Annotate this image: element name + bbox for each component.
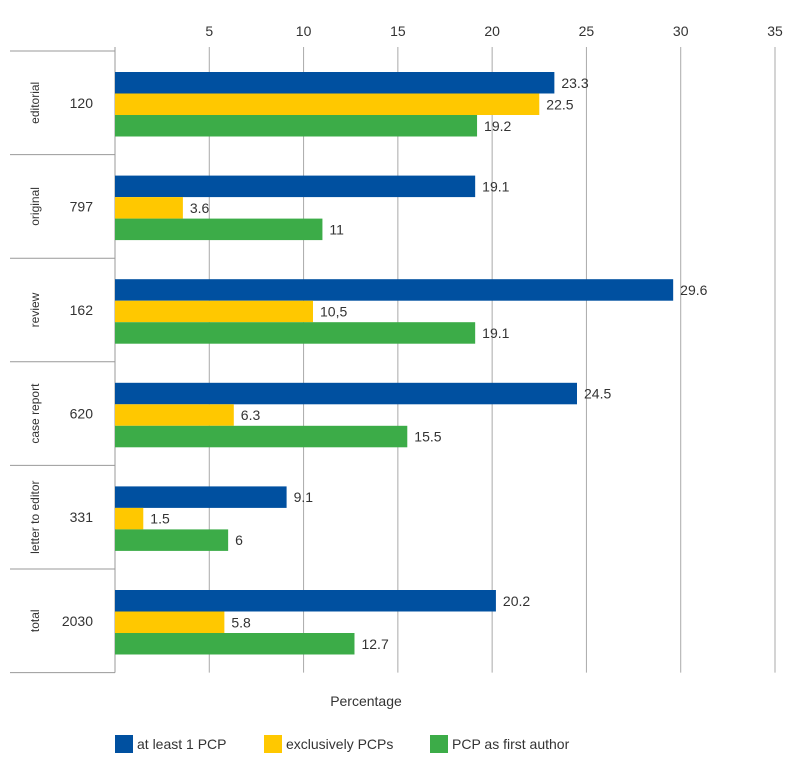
x-tick-label: 25 [579, 23, 595, 39]
count-label: 120 [70, 95, 94, 111]
bar [115, 300, 313, 323]
legend-swatch [264, 735, 282, 753]
bar [115, 611, 225, 633]
bar [115, 590, 496, 612]
data-label: 12.7 [361, 636, 388, 652]
bar [115, 529, 229, 551]
bar [115, 72, 555, 94]
category-label: letter to editor [28, 481, 42, 554]
legend-label: at least 1 PCP [137, 736, 227, 752]
count-label: 797 [70, 198, 94, 214]
data-label: 9.1 [294, 489, 314, 505]
x-axis-title: Percentage [330, 693, 402, 709]
data-label: 11 [329, 221, 344, 237]
count-label: 162 [70, 302, 94, 318]
data-label: 20.2 [503, 593, 530, 609]
bar [115, 115, 478, 137]
bar [115, 404, 234, 426]
x-tick-label: 10 [296, 23, 312, 39]
bar [115, 218, 323, 241]
data-label: 24.5 [584, 386, 611, 402]
x-tick-label: 5 [205, 23, 213, 39]
bar [115, 382, 577, 405]
legend-label: exclusively PCPs [286, 736, 393, 752]
bar [115, 425, 408, 448]
data-label: 22.5 [546, 96, 573, 112]
bar [115, 279, 674, 301]
data-label: 19.1 [482, 325, 509, 341]
x-tick-label: 30 [673, 23, 689, 39]
legend-swatch [115, 735, 133, 753]
bar [115, 633, 355, 655]
category-label: total [28, 609, 42, 632]
data-label: 19.2 [484, 118, 511, 134]
data-label: 10,5 [320, 303, 347, 319]
x-tick-label: 35 [767, 23, 783, 39]
legend-label: PCP as first author [452, 736, 570, 752]
bar [115, 175, 476, 198]
data-label: 6.3 [241, 407, 261, 423]
data-label: 5.8 [231, 614, 251, 630]
count-label: 331 [70, 509, 94, 525]
x-tick-label: 20 [484, 23, 500, 39]
data-label: 3.6 [190, 200, 210, 216]
category-label: original [28, 187, 42, 226]
bar [115, 507, 144, 530]
category-label: case report [28, 383, 42, 444]
count-label: 620 [70, 406, 94, 422]
data-label: 6 [235, 532, 243, 548]
data-label: 1.5 [150, 511, 170, 527]
data-label: 15.5 [414, 429, 441, 445]
data-label: 23.3 [561, 75, 588, 91]
data-label: 29.6 [680, 282, 707, 298]
x-tick-label: 15 [390, 23, 406, 39]
bar [115, 486, 287, 508]
count-label: 2030 [62, 613, 93, 629]
legend-swatch [430, 735, 448, 753]
bar [115, 197, 183, 219]
data-label: 19.1 [482, 178, 509, 194]
category-label: editorial [28, 82, 42, 124]
category-label: review [28, 292, 42, 327]
bar [115, 93, 540, 115]
bar [115, 322, 476, 344]
